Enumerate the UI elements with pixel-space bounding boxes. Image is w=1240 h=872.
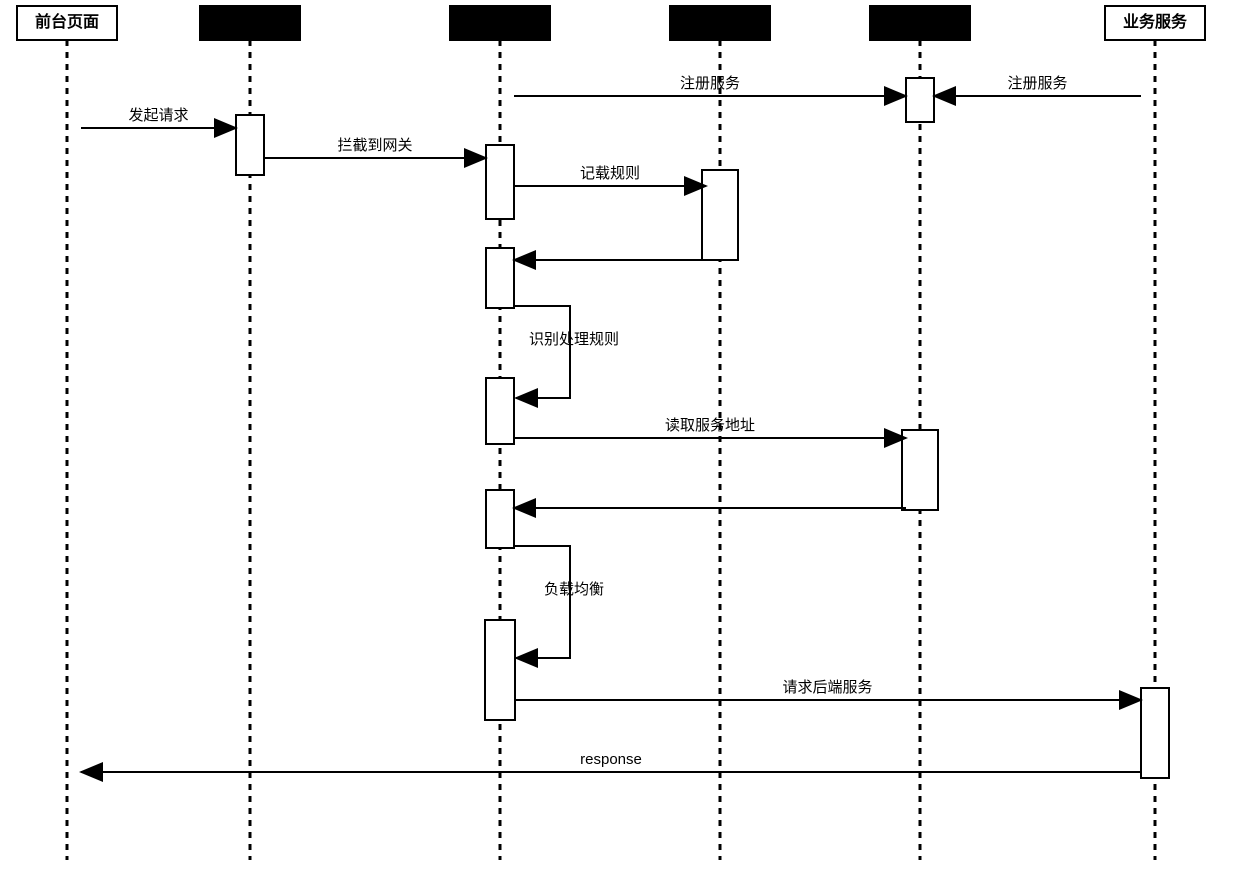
activation-6 [902,430,938,510]
activation-2 [486,145,514,219]
participant-p1 [200,6,300,40]
activation-4 [486,248,514,308]
message-label-6: 识别处理规则 [529,331,619,348]
activation-1 [236,115,264,175]
message-label-11: response [580,751,642,768]
message-label-1: 注册服务 [1007,75,1067,92]
participant-p3 [670,6,770,40]
self-message-6 [514,306,570,398]
message-label-3: 拦截到网关 [337,137,412,154]
participant-label-p0: 前台页面 [35,12,99,31]
activation-7 [486,490,514,548]
message-label-7: 读取服务地址 [665,417,755,434]
message-label-4: 记载规则 [580,165,640,182]
self-message-9 [514,546,570,658]
message-label-0: 注册服务 [680,75,740,92]
activation-0 [906,78,934,122]
activation-8 [485,620,515,720]
participant-label-p5: 业务服务 [1123,12,1188,31]
participant-p4 [870,6,970,40]
message-label-10: 请求后端服务 [782,679,872,696]
message-label-9: 负载均衡 [544,581,604,598]
message-label-2: 发起请求 [128,107,188,124]
sequence-diagram: 前台页面 业务服务注册服务 注册服务发起请求拦截到网关记载规则识别处理规则读取服务地… [0,0,1240,872]
activation-9 [1141,688,1169,778]
activation-5 [486,378,514,444]
participant-p2 [450,6,550,40]
activation-3 [702,170,738,260]
